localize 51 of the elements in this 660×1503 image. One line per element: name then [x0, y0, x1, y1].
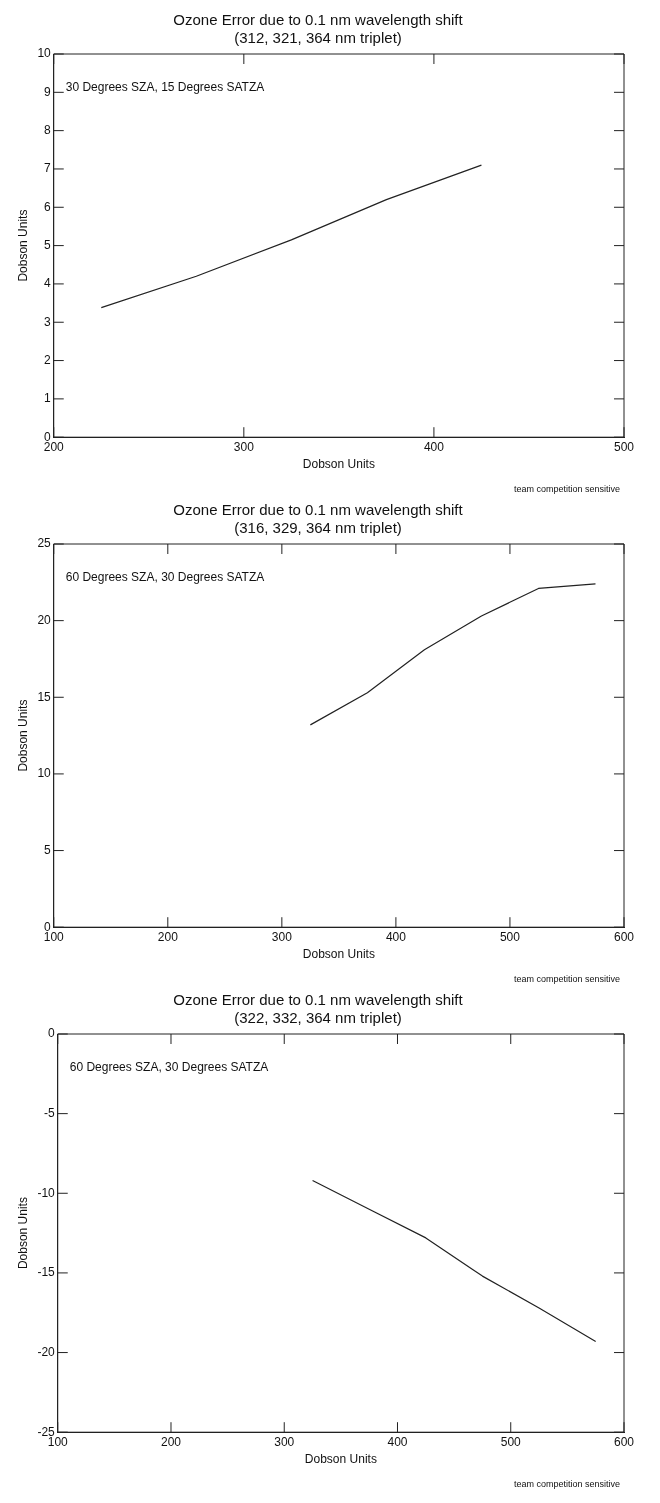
y-tick-label: 1 [44, 391, 52, 406]
y-tick-label: 10 [37, 46, 52, 61]
chart-title: Ozone Error due to 0.1 nm wavelength shift [173, 991, 464, 1009]
x-tick-label: 300 [233, 439, 255, 454]
x-tick-label: 400 [423, 439, 445, 454]
y-tick-label: 5 [44, 237, 52, 252]
y-tick-label: 15 [37, 689, 52, 704]
annotation: 60 Degrees SZA, 30 Degrees SATZA [69, 1060, 269, 1075]
x-tick-label: 600 [613, 929, 635, 944]
y-tick-label: 10 [37, 766, 52, 781]
y-tick-label: -5 [44, 1105, 56, 1120]
y-tick-label: 3 [44, 314, 52, 329]
y-axis-title: Dobson Units [15, 1197, 30, 1270]
y-tick-label: 7 [44, 161, 52, 176]
y-tick-label: 9 [44, 84, 52, 99]
chart-subtitle: (312, 321, 364 nm triplet) [234, 29, 402, 47]
x-tick-label: 500 [613, 439, 635, 454]
y-axis-title: Dobson Units [15, 209, 30, 282]
chart-subtitle: (322, 332, 364 nm triplet) [234, 1009, 402, 1027]
x-tick-label: 200 [157, 929, 179, 944]
chart-title: Ozone Error due to 0.1 nm wavelength shift [173, 501, 464, 519]
annotation: 60 Degrees SZA, 30 Degrees SATZA [65, 570, 265, 585]
x-tick-label: 500 [499, 929, 521, 944]
x-tick-label: 300 [271, 929, 293, 944]
y-tick-label: 4 [44, 276, 52, 291]
y-tick-label: 25 [37, 536, 52, 551]
x-axis-title: Dobson Units [304, 1452, 377, 1467]
chart-subtitle: (316, 329, 364 nm triplet) [234, 519, 402, 537]
text: team competition sensitive [513, 483, 620, 494]
x-tick-label: 200 [160, 1434, 182, 1449]
y-axis-title: Dobson Units [15, 699, 30, 772]
text: team competition sensitive [513, 1478, 620, 1489]
x-tick-label: 300 [274, 1434, 295, 1449]
x-axis-title: Dobson Units [302, 457, 375, 472]
x-tick-label: 400 [387, 1434, 408, 1449]
y-tick-label: 8 [44, 122, 52, 137]
y-tick-label: 5 [44, 842, 52, 857]
x-tick-label: 600 [613, 1434, 635, 1449]
x-tick-label: 500 [500, 1434, 522, 1449]
x-axis-title: Dobson Units [302, 947, 375, 962]
y-tick-label: 2 [44, 352, 52, 367]
y-tick-label: -20 [37, 1344, 56, 1359]
y-tick-label: 20 [37, 612, 52, 627]
text: team competition sensitive [513, 973, 620, 984]
y-tick-label: 0 [48, 1026, 56, 1041]
chart-title: Ozone Error due to 0.1 nm wavelength shift [173, 11, 464, 29]
y-tick-label: -15 [37, 1265, 56, 1280]
y-tick-label: 6 [44, 199, 52, 214]
y-tick-label: -10 [37, 1185, 56, 1200]
annotation: 30 Degrees SZA, 15 Degrees SATZA [65, 80, 265, 95]
x-tick-label: 400 [385, 929, 407, 944]
